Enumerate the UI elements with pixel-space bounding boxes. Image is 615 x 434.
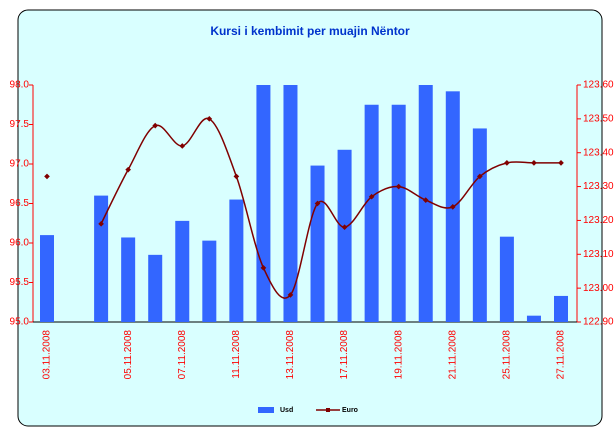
line-marker [477,173,483,180]
y-tick-label: 97.5 [10,119,30,130]
y-tick-label: 96.5 [10,198,30,209]
line-marker [531,160,537,166]
bar [418,85,433,322]
y2-tick-label: 123.30 [583,181,614,192]
x-tick-label: 07.11.2008 [177,330,188,380]
line-marker [98,220,104,227]
y2-tick-label: 122.90 [583,317,614,328]
y2-tick-label: 123.20 [583,215,614,226]
y-tick-label: 95.0 [10,317,30,328]
bar [175,220,190,322]
bar [554,295,568,322]
line-marker [558,160,564,166]
bar [310,165,325,322]
legend-swatch [258,407,274,413]
bar [391,104,406,322]
y-tick-label: 95.5 [10,277,30,288]
x-tick-label: 19.11.2008 [393,330,404,380]
y2-tick-label: 123.60 [583,80,614,91]
line-marker [179,143,186,149]
chart-title: Kursi i kembimit per muajin Nëntor [210,24,410,38]
line-marker [422,197,429,203]
bar [229,199,244,322]
x-tick-label: 27.11.2008 [556,330,567,380]
line-marker [449,204,456,210]
x-tick-label: 21.11.2008 [447,330,458,380]
line-marker [152,122,159,129]
bar [202,240,217,322]
bar [121,237,136,322]
y-tick-label: 97.0 [10,159,30,170]
bar [526,315,541,322]
legend-swatch [326,408,330,412]
y2-tick-label: 123.40 [583,147,614,158]
x-tick-label: 05.11.2008 [123,330,134,380]
x-tick-label: 17.11.2008 [339,330,350,380]
line-marker [314,200,321,207]
line-marker [341,224,348,231]
line-marker [287,292,294,298]
legend-label: Euro [342,407,358,414]
bar [94,195,109,322]
bar [337,149,352,322]
line-marker [233,173,240,180]
line-marker [504,160,510,166]
line-marker [125,166,131,173]
y2-tick-label: 123.10 [583,249,614,260]
x-tick-label: 11.11.2008 [231,330,242,379]
bar [148,254,163,322]
plot [40,85,568,322]
line-marker [260,265,267,271]
y2-tick-label: 123.00 [583,283,614,294]
y-tick-label: 98.0 [10,80,30,91]
y2-tick-label: 123.50 [583,113,614,124]
legend-label: Usd [280,407,293,414]
line-marker [206,116,213,122]
bar [364,104,379,322]
bar [283,85,298,322]
x-tick-label: 03.11.2008 [42,330,53,380]
x-tick-label: 25.11.2008 [502,330,513,380]
bar [499,236,514,322]
bar [472,128,487,322]
y-tick-label: 96.0 [10,238,30,249]
line-marker [395,183,402,190]
bar [256,85,271,322]
line-marker [368,193,375,200]
bar [40,235,54,322]
x-tick-label: 13.11.2008 [285,330,296,380]
